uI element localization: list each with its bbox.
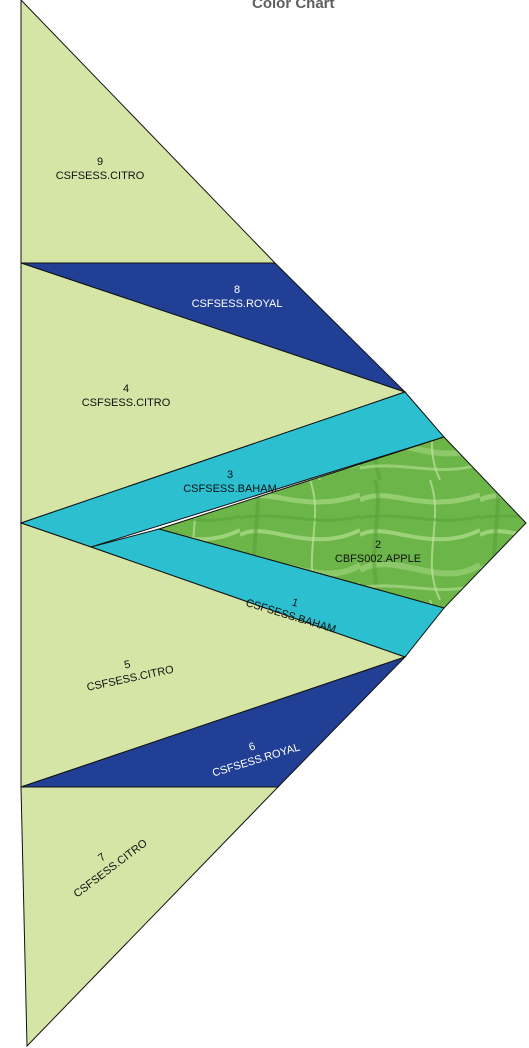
- piece-3-code: CSFSESS.BAHAM: [183, 483, 277, 495]
- piece-2-code: CBFS002.APPLE: [335, 553, 421, 565]
- piece-1-number: 1: [290, 596, 299, 609]
- piece-8-number: 8: [234, 284, 240, 296]
- piece-4-label: 4 CSFSESS.CITRO: [82, 383, 171, 409]
- piece-4-number: 4: [123, 383, 129, 395]
- piece-8-label: 8 CSFSESS.ROYAL: [192, 284, 283, 310]
- piece-7-shape: [20, 786, 280, 1048]
- page-title: Color Chart: [252, 0, 335, 12]
- piece-4-code: CSFSESS.CITRO: [82, 397, 171, 409]
- piece-6-number: 6: [247, 740, 256, 753]
- piece-5-number: 5: [123, 659, 131, 672]
- piece-9-shape: [20, 0, 277, 264]
- piece-8-code: CSFSESS.ROYAL: [192, 298, 283, 310]
- piece-9-label: 9 CSFSESS.CITRO: [56, 156, 145, 182]
- piece-9-number: 9: [97, 156, 103, 168]
- piece-9-code: CSFSESS.CITRO: [56, 170, 145, 182]
- piece-2-number: 2: [375, 539, 381, 551]
- piece-3-number: 3: [227, 469, 233, 481]
- piece-2-label: 2 CBFS002.APPLE: [335, 539, 421, 565]
- piece-3-label: 3 CSFSESS.BAHAM: [183, 469, 277, 495]
